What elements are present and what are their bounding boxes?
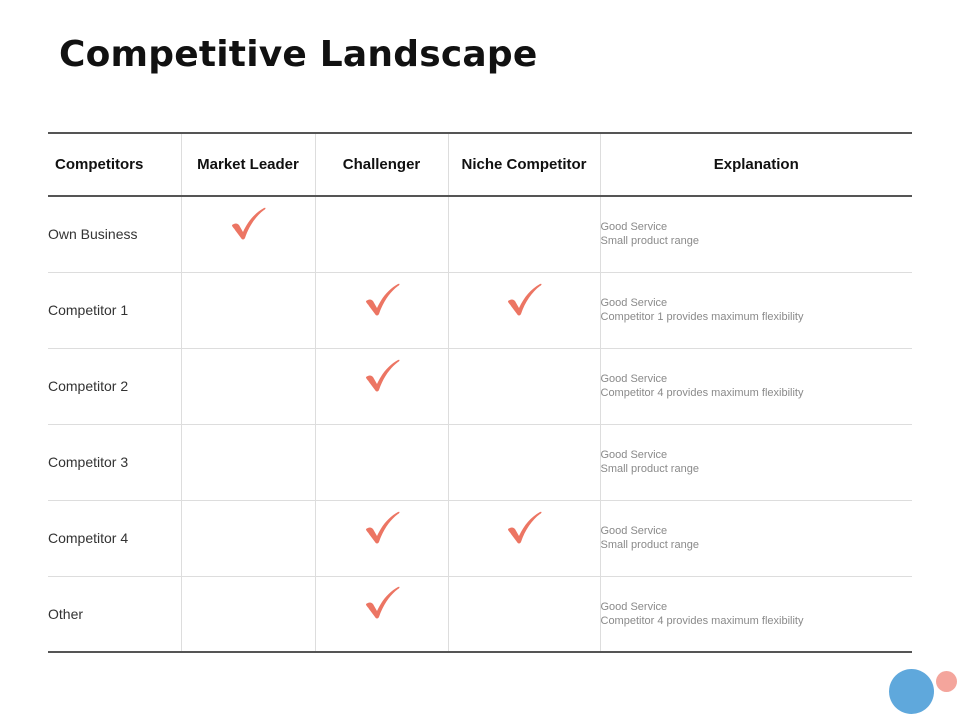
header-niche-competitor: Niche Competitor [447, 132, 600, 197]
header-challenger: Challenger [314, 132, 448, 197]
challenger-cell [314, 500, 448, 577]
table-row: Competitor 4 Good Service Small product ra… [48, 500, 912, 577]
check-icon [364, 283, 400, 317]
check-icon [364, 511, 400, 545]
table-row: Competitor 1 Good Service Competitor 1 pro… [48, 272, 912, 349]
niche-competitor-cell [447, 196, 600, 273]
challenger-cell [314, 196, 448, 273]
table-row: Competitor 2 Good Service Competitor 4 pro… [48, 348, 912, 425]
niche-competitor-cell [447, 500, 600, 577]
niche-competitor-cell [447, 424, 600, 501]
explanation-line: Good Service [600, 221, 668, 234]
table-row: Competitor 3 Good Service Small product ra… [48, 424, 912, 501]
explanation-line: Small product range [600, 463, 699, 475]
check-icon [230, 207, 266, 241]
header-competitors: Competitors [48, 132, 181, 197]
explanation-line: Competitor 4 provides maximum flexibilit… [600, 614, 804, 627]
competitor-name: Competitor 1 [48, 272, 181, 349]
explanation-line: Competitor 4 provides maximum flexibilit… [600, 387, 804, 399]
explanation-cell: Good Service Small product range [599, 424, 912, 501]
explanation-cell: Good Service Competitor 4 provides maximu… [599, 348, 912, 425]
explanation-cell: Good Service Small product range [599, 196, 912, 273]
explanation-line: Good Service [600, 297, 668, 309]
competitor-table: Competitors Market Leader Challenger Nic… [48, 132, 912, 653]
page-title: Competitive Landscape [59, 34, 538, 75]
table-row: Own Business Good Service Small product ra… [48, 196, 912, 273]
challenger-cell [314, 424, 448, 501]
check-icon [364, 359, 400, 393]
market-leader-cell [180, 272, 315, 349]
competitor-name: Competitor 2 [48, 348, 181, 425]
market-leader-cell [180, 424, 315, 501]
explanation-cell: Good Service Competitor 4 provides maximu… [599, 576, 912, 653]
challenger-cell [314, 576, 448, 653]
header-explanation: Explanation [599, 132, 912, 197]
market-leader-cell [180, 500, 315, 577]
header-market-leader: Market Leader [180, 132, 315, 197]
explanation-line: Competitor 1 provides maximum flexibilit… [600, 311, 804, 323]
decorative-circle-large [889, 669, 934, 714]
niche-competitor-cell [447, 576, 600, 653]
check-icon [364, 586, 400, 620]
explanation-line: Good Service [600, 373, 668, 385]
market-leader-cell [180, 576, 315, 653]
competitor-name: Competitor 4 [48, 500, 181, 577]
explanation-line: Small product range [600, 235, 699, 248]
explanation-cell: Good Service Competitor 1 provides maximu… [599, 272, 912, 349]
table-body: Own Business Good Service Small product ra… [48, 196, 912, 653]
market-leader-cell [180, 196, 315, 273]
table-row: Other Good Service Competitor 4 provides m… [48, 576, 912, 653]
explanation-line: Good Service [600, 600, 668, 613]
explanation-line: Good Service [600, 525, 668, 537]
competitor-name: Competitor 3 [48, 424, 181, 501]
check-icon [506, 283, 542, 317]
check-icon [506, 511, 542, 545]
niche-competitor-cell [447, 272, 600, 349]
challenger-cell [314, 348, 448, 425]
table-header-row: Competitors Market Leader Challenger Nic… [48, 132, 912, 197]
explanation-line: Good Service [600, 449, 668, 461]
explanation-line: Small product range [600, 539, 699, 551]
explanation-cell: Good Service Small product range [599, 500, 912, 577]
market-leader-cell [180, 348, 315, 425]
competitor-name: Own Business [48, 196, 181, 273]
challenger-cell [314, 272, 448, 349]
niche-competitor-cell [447, 348, 600, 425]
decorative-circle-small [936, 671, 957, 692]
competitor-name: Other [48, 576, 181, 653]
